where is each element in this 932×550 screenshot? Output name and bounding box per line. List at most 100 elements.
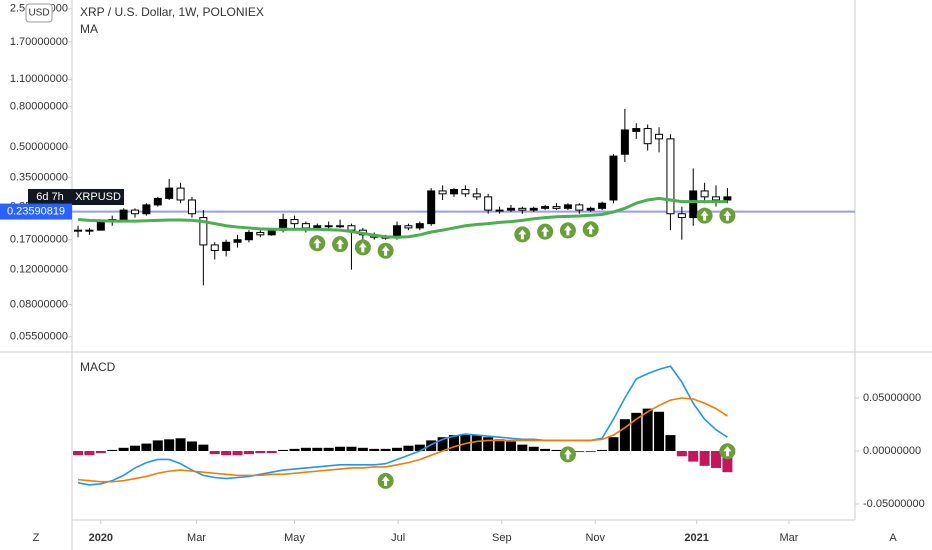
histogram-bar [460,434,471,451]
histogram-bar [665,435,676,451]
histogram-bar [141,443,152,451]
toolbar-left[interactable]: Z [33,532,40,544]
histogram-bar [676,450,687,457]
y2-tick-label: 0.00000000 [863,445,921,457]
signal-icon [358,242,367,253]
symbol: XRPUSD [75,191,121,203]
candle-body [244,231,253,241]
candle-body [449,189,458,195]
histogram-bar [73,450,84,456]
candle-body [256,231,265,236]
countdown-badge [28,189,72,205]
histogram-bar [642,408,653,451]
x-tick-label: 2021 [684,532,708,544]
histogram-bar [505,441,516,451]
histogram-bar [426,440,437,451]
signal-icon [723,210,732,221]
candle-body [632,128,641,132]
signal-arrow [377,472,394,489]
signal-line [77,397,728,483]
signal-icon [518,229,527,240]
candle-body [484,196,493,211]
y-tick-label: 0.17000000 [10,234,68,246]
histogram-bar [130,445,140,451]
histogram-bar [232,450,243,456]
candle-body [176,187,185,201]
histogram-bar [95,450,106,454]
symbol-badge [72,189,124,205]
signal-arrow [582,221,599,238]
price-badge [0,203,72,220]
y-tick-label: 1.70000000 [10,36,68,48]
candle-body [552,206,561,209]
candle-body [495,209,504,212]
countdown: 6d 7h [36,191,64,203]
histogram-bar [186,441,197,451]
candle-body [438,190,447,195]
histogram-bar [574,450,585,453]
x-tick-label: Mar [779,532,798,544]
ma-line [77,196,728,239]
signal-icon [381,475,390,486]
candle-body [119,209,128,221]
macd-line [77,365,728,486]
x-tick-label: May [284,532,305,544]
y-tick-label: 0.08000000 [10,298,68,310]
y-tick-label: 0.50000000 [10,141,68,153]
histogram-bar [494,439,505,451]
histogram-bar [688,450,699,462]
signal-icon [541,226,550,237]
candle-body [609,155,618,201]
candle-body [142,204,151,215]
histogram-bar [255,450,266,454]
histogram-bar [619,419,630,451]
x-tick-label: 2020 [89,532,113,544]
toolbar-right[interactable]: A [889,532,897,544]
signal-icon [336,239,345,250]
signal-arrow [377,242,394,259]
candle-body [85,229,94,232]
candle-body [131,209,139,215]
histogram-bar [221,450,232,456]
histogram-bar [164,439,175,451]
candle-body [461,189,470,195]
histogram-bar [369,448,380,451]
signal-icon [381,245,390,256]
histogram-bar [483,437,494,451]
candle-body [598,202,607,209]
x-tick-label: Mar [187,532,206,544]
candle-body [643,128,652,145]
legend: MA [80,22,98,36]
candle-body [563,204,572,209]
signal-icon [700,210,709,221]
candle-body [472,193,481,198]
candle-body [222,241,231,251]
histogram-bar [84,450,95,456]
candle-body [165,187,174,199]
histogram-bar [585,450,596,453]
candle-body [210,244,219,251]
histogram-bar [597,449,608,451]
histogram-bar [517,444,528,451]
signal-icon [723,446,732,457]
x-tick-label: Jul [391,532,405,544]
histogram-bar [289,448,300,451]
price-label: 0.23590819 [7,205,65,217]
histogram-bar [528,446,539,451]
histogram-bar [323,447,334,451]
histogram-bar [540,448,551,451]
histogram-bar [711,450,722,468]
histogram-bar [699,450,710,466]
candle-body [700,190,709,198]
histogram-bar [448,435,459,451]
chart-title: XRP / U.S. Dollar, 1W, POLONIEX [80,5,264,19]
overlay: USD XRP / U.S. Dollar, 1W, POLONIEX MA M… [25,3,897,544]
candle-body [541,206,550,209]
histogram-bar [608,437,619,451]
candle-body [74,229,83,232]
candle-body [620,129,629,155]
histogram-bar [357,447,368,451]
histogram-bar [198,444,209,451]
